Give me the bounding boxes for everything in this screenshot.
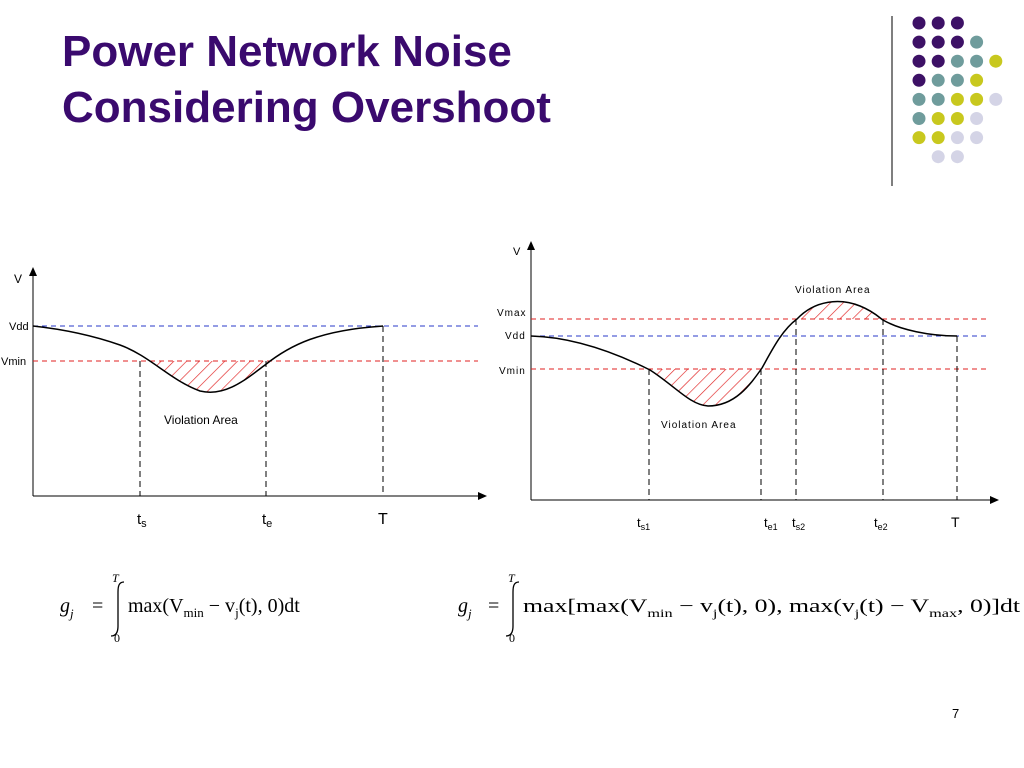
left-formula-equals: = [92,595,103,617]
decorative-dot [989,54,1003,68]
decorative-dot-grid [891,16,1003,186]
decorative-dot [950,112,964,125]
right-integral-sign [505,581,520,637]
right-formula-lower-limit: 0 [509,631,515,645]
title-line-2: Considering Overshoot [62,83,551,132]
left-voltage-curve [32,325,384,393]
left-formula-upper-limit: T [112,571,120,585]
right-formula-lhs: gj [458,595,472,621]
page-number: 7 [952,706,960,721]
left-vmin-label: Vmin [1,356,26,368]
left-formula-lower-limit: 0 [114,631,120,645]
right-voltage-curve [530,300,958,407]
decorative-dot [912,16,926,30]
decorative-dot [950,131,964,145]
decorative-dot [931,54,945,68]
decorative-dot [950,16,964,30]
right-vdd-label: Vdd [505,331,526,342]
decorative-dot [931,112,945,125]
right-te1-label: te1 [764,515,778,532]
decorative-dot [950,73,964,87]
left-waveform-diagram: V Vdd Vmin Violation Area ts te T [1,267,487,530]
decorative-dot [970,35,984,49]
left-ts-label: ts [137,511,147,530]
left-te-label: te [262,511,272,530]
title-line-1: Power Network Noise [62,27,512,76]
right-te2-label: te2 [874,515,888,532]
decorative-dot [931,35,945,49]
right-ts2-label: ts2 [792,515,805,532]
decorative-dot [970,54,984,68]
right-violation-area-high [796,301,883,320]
left-y-label: V [14,272,22,286]
decorative-dot [912,54,926,68]
right-ts1-label: ts1 [637,515,650,532]
decorative-dot [912,35,926,49]
dot-pattern [912,16,1003,164]
slide-title: Power Network Noise Considering Overshoo… [62,24,551,136]
right-y-label: V [513,246,521,258]
decorative-dot [950,35,964,49]
decorative-dot [931,92,945,106]
right-formula: gj = T 0 max[max(V min − v j(t), 0), max(v… [458,571,1021,645]
right-T-label: T [951,514,960,530]
left-violation-label: Violation Area [164,413,238,427]
right-violation-area-low [649,369,761,406]
decorative-dot [970,92,984,106]
left-formula: gj = T 0 max(Vmin − vj(t), 0)dt [60,571,300,645]
left-T-label: T [378,511,388,528]
left-formula-body: max(Vmin − vj(t), 0)dt [128,595,300,620]
decorative-dot [970,131,984,145]
decorative-dot [931,131,945,145]
decorative-dot [970,73,984,87]
left-vdd-label: Vdd [9,321,29,333]
left-integral-sign [110,581,125,637]
decorative-dot [931,16,945,30]
right-formula-equals: = [488,595,499,617]
left-violation-area [140,361,266,393]
right-violation-label-bottom: Violation Area [661,420,737,431]
right-formula-upper-limit: T [508,571,516,585]
right-vmin-label: Vmin [499,366,526,377]
decorative-dot [950,150,964,164]
decorative-dot [950,54,964,68]
decorative-dot [912,73,926,87]
right-vmax-label: Vmax [497,308,527,319]
right-violation-label-top: Violation Area [795,285,871,296]
decorative-dot [970,112,984,125]
decorative-dot [912,131,926,145]
decorative-dot [912,112,926,125]
decorative-dot [950,92,964,106]
right-waveform-diagram: V Vmax Vdd Vmin Violation Area Violation… [497,241,999,532]
left-formula-lhs: gj [60,595,74,621]
decorative-dot [912,92,926,106]
decorative-dot [989,92,1003,106]
decorative-dot [931,150,945,164]
decorative-dot [931,73,945,87]
